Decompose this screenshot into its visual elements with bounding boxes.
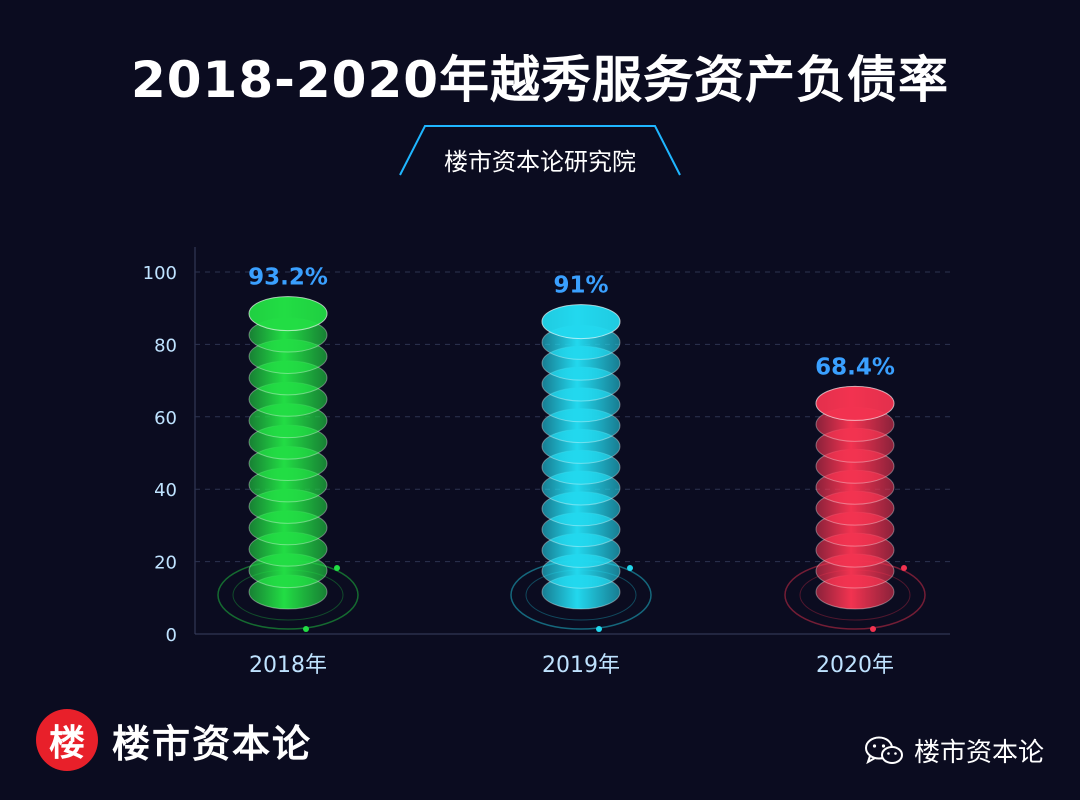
bar-2019年: [510, 304, 652, 632]
base-dot: [870, 626, 876, 632]
bar-top-cap: [815, 385, 895, 421]
y-tick-label: 100: [143, 263, 177, 284]
x-tick-label: 2019年: [542, 653, 620, 678]
bar-2020年: [784, 385, 926, 632]
brand-name: 楼市资本论: [112, 721, 313, 766]
x-tick-label: 2020年: [816, 653, 894, 678]
y-tick-label: 80: [154, 335, 177, 356]
wechat-name: 楼市资本论: [913, 738, 1044, 768]
base-dot: [596, 626, 602, 632]
bar-2018年: [217, 296, 359, 632]
chart-title: 2018-2020年越秀服务资产负债率: [130, 51, 950, 109]
base-dot: [303, 626, 309, 632]
subtitle: 楼市资本论研究院: [444, 148, 636, 176]
bar-top-cap: [248, 296, 328, 332]
brand-badge: 楼: [36, 709, 98, 771]
base-dot: [627, 565, 633, 571]
y-tick-label: 40: [154, 480, 177, 501]
x-tick-label: 2018年: [249, 653, 327, 678]
bar-top-cap: [541, 304, 621, 340]
y-tick-label: 20: [154, 553, 177, 574]
subtitle-banner: 楼市资本论研究院: [100, 118, 980, 188]
data-label: 93.2%: [248, 265, 328, 291]
data-label: 68.4%: [815, 354, 895, 380]
base-dot: [901, 565, 907, 571]
subtitle-frame: [100, 125, 980, 176]
y-tick-label: 0: [166, 625, 177, 646]
brand-logo: 楼 楼市资本论: [36, 708, 312, 772]
wechat-account: 楼市资本论: [864, 732, 1044, 769]
y-tick-label: 60: [154, 408, 177, 429]
wechat-icon: [864, 736, 903, 764]
data-label: 91%: [553, 273, 608, 299]
base-dot: [334, 565, 340, 571]
